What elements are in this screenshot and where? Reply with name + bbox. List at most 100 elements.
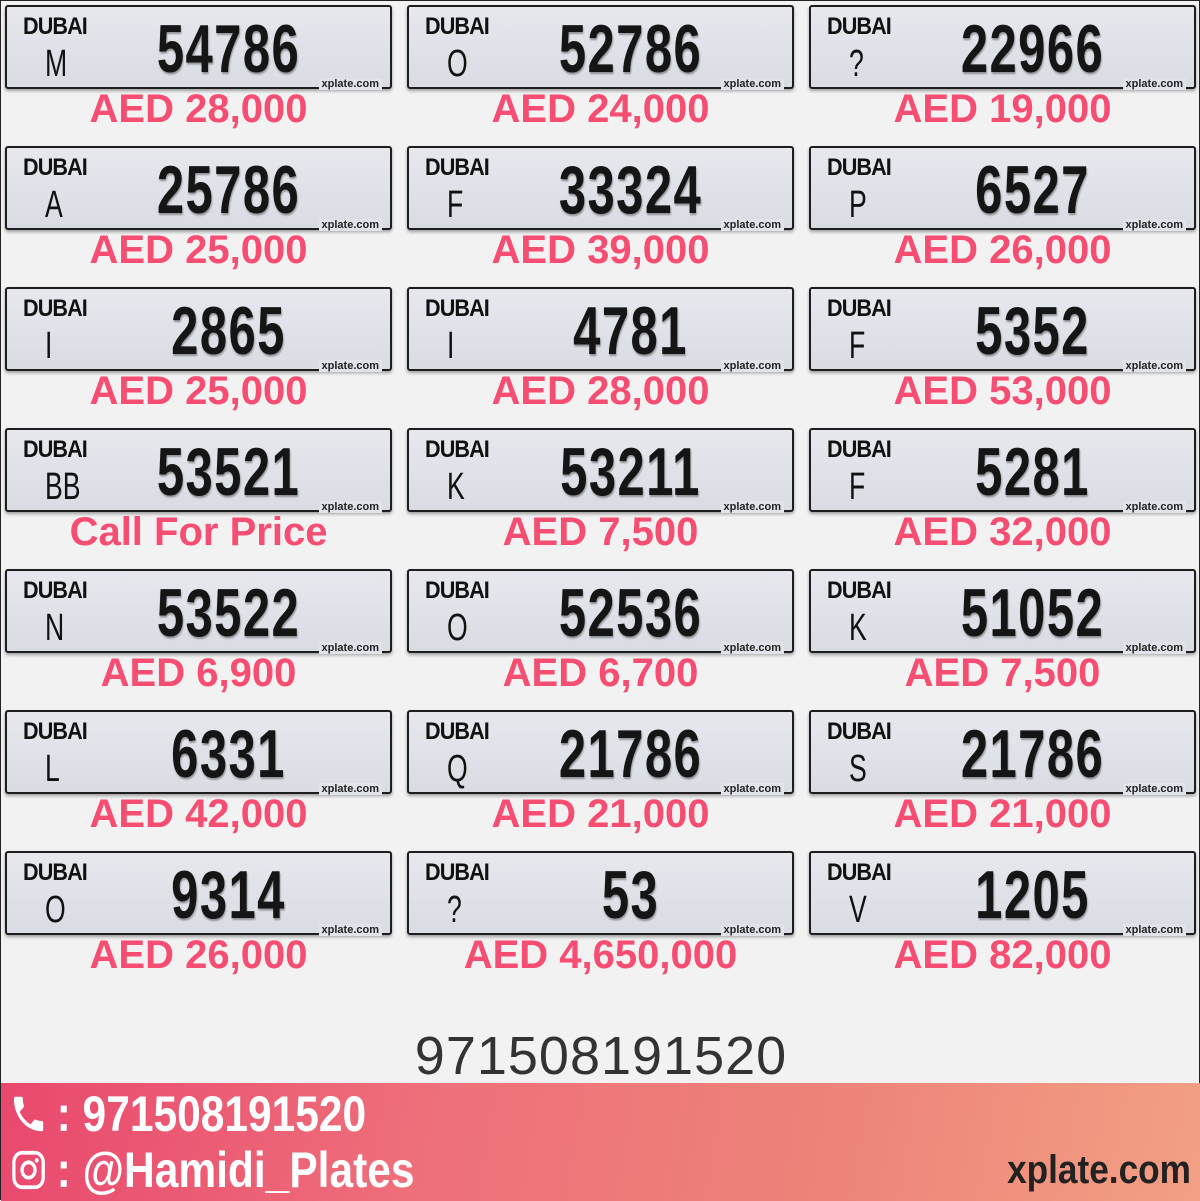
plate-listing[interactable]: DUBAI I 2865 xplate.com AED 25,000 xyxy=(5,287,392,428)
plate-price: AED 7,500 xyxy=(502,510,699,554)
plate-number: 53522 xyxy=(156,575,301,651)
plate-watermark: xplate.com xyxy=(318,924,382,936)
plate-listing[interactable]: DUBAI P 6527 xplate.com AED 26,000 xyxy=(809,146,1196,287)
plate-listing[interactable]: DUBAI O 9314 xplate.com AED 26,000 xyxy=(5,851,392,992)
plate-listing[interactable]: DUBAI V 1205 xplate.com AED 82,000 xyxy=(809,851,1196,992)
plate-listing[interactable]: DUBAI F 5281 xplate.com AED 32,000 xyxy=(809,428,1196,569)
plate-number: 54786 xyxy=(156,11,301,87)
plate-listing[interactable]: DUBAI K 51052 xplate.com AED 7,500 xyxy=(809,569,1196,710)
number-plate[interactable]: DUBAI S 21786 xplate.com xyxy=(809,710,1196,795)
plate-listing[interactable]: DUBAI F 33324 xplate.com AED 39,000 xyxy=(407,146,794,287)
plate-emirate: DUBAI xyxy=(827,436,892,463)
number-plate[interactable]: DUBAI ? 53 xplate.com xyxy=(407,851,794,936)
plate-number: 21786 xyxy=(558,716,703,792)
number-plate[interactable]: DUBAI K 51052 xplate.com xyxy=(809,569,1196,654)
plate-emirate: DUBAI xyxy=(827,718,892,745)
plate-listing[interactable]: DUBAI S 21786 xplate.com AED 21,000 xyxy=(809,710,1196,851)
plate-number: 53211 xyxy=(560,434,701,510)
plate-number: 22966 xyxy=(960,11,1105,87)
plate-number: 2865 xyxy=(171,293,286,369)
number-plate[interactable]: DUBAI O 52786 xplate.com xyxy=(407,5,794,90)
plate-listing[interactable]: DUBAI O 52536 xplate.com AED 6,700 xyxy=(407,569,794,710)
plate-watermark: xplate.com xyxy=(1122,78,1186,90)
plate-emirate: DUBAI xyxy=(425,154,490,181)
number-plate[interactable]: DUBAI O 9314 xplate.com xyxy=(5,851,392,936)
number-plate[interactable]: DUBAI I 2865 xplate.com xyxy=(5,287,392,372)
plate-price: AED 4,650,000 xyxy=(463,933,738,977)
plate-emirate: DUBAI xyxy=(425,436,490,463)
plate-listing[interactable]: DUBAI BB 53521 xplate.com Call For Price xyxy=(5,428,392,569)
plate-listing[interactable]: DUBAI O 52786 xplate.com AED 24,000 xyxy=(407,5,794,146)
plate-watermark: xplate.com xyxy=(318,642,382,654)
number-plate[interactable]: DUBAI V 1205 xplate.com xyxy=(809,851,1196,936)
plate-watermark: xplate.com xyxy=(318,360,382,372)
number-plate[interactable]: DUBAI N 53522 xplate.com xyxy=(5,569,392,654)
plate-code: O xyxy=(447,607,468,649)
plate-price: AED 82,000 xyxy=(893,933,1112,977)
plate-code: ? xyxy=(849,43,864,85)
plate-emirate: DUBAI xyxy=(425,13,490,40)
number-plate[interactable]: DUBAI F 5352 xplate.com xyxy=(809,287,1196,372)
number-plate[interactable]: DUBAI K 53211 xplate.com xyxy=(407,428,794,513)
plate-watermark: xplate.com xyxy=(720,219,784,231)
number-plate[interactable]: DUBAI L 6331 xplate.com xyxy=(5,710,392,795)
plate-code: ? xyxy=(447,889,462,931)
plate-listing[interactable]: DUBAI F 5352 xplate.com AED 53,000 xyxy=(809,287,1196,428)
plate-number: 1205 xyxy=(975,857,1090,933)
plate-code: P xyxy=(849,184,867,226)
footer-instagram-text: : @Hamidi_Plates xyxy=(56,1142,415,1198)
plate-emirate: DUBAI xyxy=(425,295,490,322)
plate-emirate: DUBAI xyxy=(23,154,88,181)
footer-instagram: : @Hamidi_Plates xyxy=(9,1141,415,1199)
plate-listing[interactable]: DUBAI M 54786 xplate.com AED 28,000 xyxy=(5,5,392,146)
plate-watermark: xplate.com xyxy=(318,501,382,513)
plate-watermark: xplate.com xyxy=(720,78,784,90)
plate-watermark: xplate.com xyxy=(318,219,382,231)
plate-code: S xyxy=(849,748,867,790)
plate-number: 51052 xyxy=(960,575,1105,651)
plate-number: 25786 xyxy=(156,152,301,228)
number-plate[interactable]: DUBAI I 4781 xplate.com xyxy=(407,287,794,372)
plate-code: I xyxy=(447,325,455,367)
number-plate[interactable]: DUBAI BB 53521 xplate.com xyxy=(5,428,392,513)
plate-listing[interactable]: DUBAI I 4781 xplate.com AED 28,000 xyxy=(407,287,794,428)
plate-listing[interactable]: DUBAI A 25786 xplate.com AED 25,000 xyxy=(5,146,392,287)
plate-emirate: DUBAI xyxy=(23,295,88,322)
plate-price: AED 26,000 xyxy=(89,933,308,977)
plate-listing[interactable]: DUBAI Q 21786 xplate.com AED 21,000 xyxy=(407,710,794,851)
plate-listing[interactable]: DUBAI K 53211 xplate.com AED 7,500 xyxy=(407,428,794,569)
plate-listing[interactable]: DUBAI ? 53 xplate.com AED 4,650,000 xyxy=(407,851,794,992)
footer-band: : 971508191520 : @Hamidi_Plates xplate.c… xyxy=(1,1083,1200,1201)
plate-watermark: xplate.com xyxy=(1122,360,1186,372)
plate-code: K xyxy=(447,466,465,508)
plate-price: AED 42,000 xyxy=(89,792,308,836)
number-plate[interactable]: DUBAI M 54786 xplate.com xyxy=(5,5,392,90)
number-plate[interactable]: DUBAI ? 22966 xplate.com xyxy=(809,5,1196,90)
plate-number: 21786 xyxy=(960,716,1105,792)
plate-emirate: DUBAI xyxy=(23,718,88,745)
plate-number: 5281 xyxy=(975,434,1090,510)
plate-number: 53521 xyxy=(156,434,301,510)
instagram-icon xyxy=(12,1150,45,1190)
number-plate[interactable]: DUBAI F 5281 xplate.com xyxy=(809,428,1196,513)
contact-number: 971508191520 xyxy=(414,1026,788,1086)
plate-code: M xyxy=(45,43,68,85)
plate-code: BB xyxy=(45,466,81,508)
plate-code: F xyxy=(447,184,464,226)
number-plate[interactable]: DUBAI Q 21786 xplate.com xyxy=(407,710,794,795)
number-plate[interactable]: DUBAI F 33324 xplate.com xyxy=(407,146,794,231)
plate-code: Q xyxy=(447,748,468,790)
plate-code: O xyxy=(447,43,468,85)
plate-listing[interactable]: DUBAI ? 22966 xplate.com AED 19,000 xyxy=(809,5,1196,146)
plate-listing[interactable]: DUBAI N 53522 xplate.com AED 6,900 xyxy=(5,569,392,710)
number-plate[interactable]: DUBAI O 52536 xplate.com xyxy=(407,569,794,654)
plate-listing[interactable]: DUBAI L 6331 xplate.com AED 42,000 xyxy=(5,710,392,851)
plate-price: Call For Price xyxy=(69,510,328,554)
plate-code: K xyxy=(849,607,867,649)
number-plate[interactable]: DUBAI P 6527 xplate.com xyxy=(809,146,1196,231)
plate-emirate: DUBAI xyxy=(827,295,892,322)
plate-watermark: xplate.com xyxy=(720,360,784,372)
plate-watermark: xplate.com xyxy=(1122,924,1186,936)
number-plate[interactable]: DUBAI A 25786 xplate.com xyxy=(5,146,392,231)
plate-price: AED 21,000 xyxy=(893,792,1112,836)
